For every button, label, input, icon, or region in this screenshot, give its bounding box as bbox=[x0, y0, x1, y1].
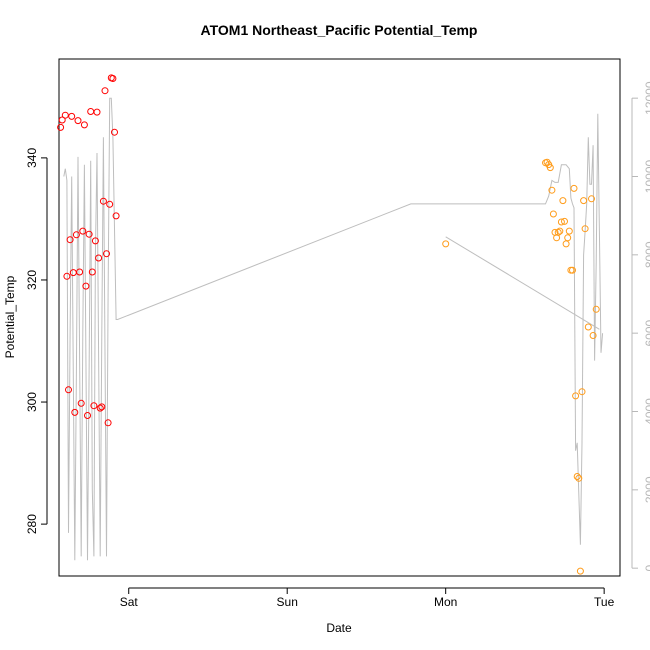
y2-tick-label: 4000 bbox=[643, 398, 650, 425]
data-point-series-2 bbox=[570, 184, 578, 192]
data-point-series-1 bbox=[96, 404, 104, 412]
y-axis: 280 300 320 340 bbox=[25, 148, 48, 534]
data-point-series-1 bbox=[80, 121, 88, 129]
data-point-series-2 bbox=[559, 197, 567, 205]
y2-tick-label: 0 bbox=[643, 565, 650, 572]
data-point-series-1 bbox=[68, 112, 76, 120]
data-point-series-2 bbox=[573, 473, 581, 480]
data-point-series-1 bbox=[57, 123, 65, 131]
data-points-layer bbox=[57, 74, 600, 575]
data-point-series-2 bbox=[549, 210, 557, 218]
data-point-series-2 bbox=[561, 217, 568, 225]
y2-tick-label: 6000 bbox=[643, 319, 650, 346]
data-point-series-1 bbox=[99, 197, 107, 205]
data-point-series-1 bbox=[95, 254, 103, 262]
data-point-series-2 bbox=[562, 240, 570, 248]
data-point-series-1 bbox=[77, 399, 85, 407]
secondary-segment bbox=[445, 236, 600, 330]
data-point-series-2 bbox=[588, 195, 595, 203]
data-point-series-1 bbox=[98, 403, 106, 411]
x-tick-label: Sat bbox=[120, 595, 139, 609]
data-point-series-1 bbox=[104, 419, 112, 427]
y-axis-label: Potential_Temp bbox=[3, 275, 17, 358]
x-tick-label: Mon bbox=[434, 595, 457, 609]
y-tick-label: 320 bbox=[25, 270, 39, 290]
data-point-series-1 bbox=[88, 268, 96, 276]
y-tick-label: 340 bbox=[25, 148, 39, 168]
data-point-series-1 bbox=[71, 408, 79, 416]
data-point-series-2 bbox=[569, 266, 576, 274]
data-point-series-1 bbox=[65, 386, 72, 394]
data-point-series-1 bbox=[82, 282, 90, 290]
data-point-series-1 bbox=[90, 402, 98, 410]
x-axis-label: Date bbox=[326, 621, 352, 635]
data-point-series-1 bbox=[76, 268, 84, 276]
data-point-series-2 bbox=[592, 305, 600, 313]
y2-tick-label: 2000 bbox=[643, 476, 650, 503]
data-point-series-2 bbox=[554, 228, 562, 236]
data-point-series-2 bbox=[581, 225, 589, 233]
data-point-series-1 bbox=[112, 212, 120, 220]
x-tick-label: Tue bbox=[594, 595, 615, 609]
data-point-series-2 bbox=[575, 474, 583, 482]
data-point-series-1 bbox=[103, 250, 110, 258]
data-point-series-2 bbox=[565, 227, 573, 235]
data-point-series-2 bbox=[584, 323, 592, 331]
data-point-series-2 bbox=[556, 227, 564, 235]
y-tick-label: 280 bbox=[25, 514, 39, 534]
data-point-series-1 bbox=[58, 116, 66, 124]
data-point-series-1 bbox=[91, 237, 99, 245]
data-point-series-2 bbox=[564, 234, 572, 242]
data-point-series-2 bbox=[442, 240, 450, 248]
y2-tick-label: 12000 bbox=[643, 81, 650, 115]
data-point-series-1 bbox=[111, 128, 118, 136]
y2-tick-label: 10000 bbox=[643, 159, 650, 193]
y2-tick-label: 8000 bbox=[643, 241, 650, 268]
secondary-line-layer bbox=[63, 97, 604, 561]
data-point-series-1 bbox=[109, 75, 117, 82]
data-point-series-2 bbox=[589, 332, 597, 339]
data-point-series-1 bbox=[63, 272, 71, 280]
secondary-line bbox=[63, 97, 604, 561]
y-axis-right: 0 2000 4000 6000 8000 10000 12000 bbox=[631, 81, 650, 572]
data-point-series-1 bbox=[66, 236, 74, 244]
data-point-series-1 bbox=[93, 108, 101, 116]
data-point-series-1 bbox=[106, 200, 114, 208]
x-tick-label: Sun bbox=[277, 595, 298, 609]
y-tick-label: 300 bbox=[25, 392, 39, 412]
data-point-series-1 bbox=[84, 412, 91, 419]
data-point-series-1 bbox=[101, 87, 109, 95]
data-point-series-2 bbox=[580, 197, 588, 205]
data-point-series-2 bbox=[546, 164, 554, 172]
data-point-series-2 bbox=[572, 392, 580, 400]
data-point-series-1 bbox=[61, 111, 69, 119]
data-point-series-1 bbox=[74, 117, 82, 125]
data-point-series-1 bbox=[85, 230, 93, 238]
data-point-series-2 bbox=[557, 218, 565, 226]
data-point-series-1 bbox=[72, 231, 80, 239]
data-point-series-2 bbox=[578, 388, 586, 396]
chart-title: ATOM1 Northeast_Pacific Potential_Temp bbox=[201, 22, 478, 38]
data-point-series-2 bbox=[576, 567, 584, 575]
data-point-series-1 bbox=[87, 108, 95, 115]
plot-frame bbox=[58, 58, 621, 577]
x-axis: Sat Sun Mon Tue bbox=[120, 587, 615, 609]
data-point-series-1 bbox=[79, 227, 87, 235]
data-point-series-2 bbox=[548, 186, 556, 194]
